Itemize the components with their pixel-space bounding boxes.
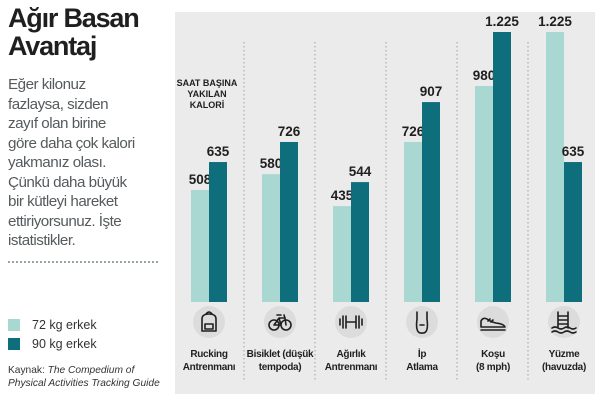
category-label: (8 mph) — [476, 362, 510, 373]
data-label: 1.225 — [485, 14, 519, 29]
category-label: Koşu — [481, 349, 505, 360]
unit-label-line: YAKILAN — [187, 89, 226, 99]
data-label: 726 — [278, 124, 301, 139]
bar-72kg — [191, 190, 209, 302]
bar-90kg — [564, 162, 582, 302]
dotted-divider — [8, 261, 158, 263]
data-label: 508 — [189, 172, 212, 187]
description: Eğer kilonuz fazlaysa, sizden zayıf olan… — [8, 76, 135, 249]
source-title: The Compedium of Physical Activities Tra… — [8, 365, 160, 389]
data-label: 580 — [260, 156, 283, 171]
bar-90kg — [493, 32, 511, 302]
data-label: 544 — [349, 164, 372, 179]
source-prefix: Kaynak: — [8, 365, 48, 376]
bar-72kg — [333, 206, 351, 302]
bar-90kg — [280, 141, 298, 302]
legend-label-72kg: 72 kg erkek — [32, 318, 97, 332]
headline-line-2: Avantaj — [8, 31, 97, 61]
bar-90kg — [422, 102, 440, 302]
category-label: Antrenmanı — [183, 362, 236, 373]
data-label: 726 — [402, 124, 425, 139]
running-shoe-icon — [480, 317, 506, 331]
dumbbell-icon — [339, 315, 363, 329]
bar-72kg — [475, 86, 493, 302]
data-label: 1.225 — [538, 14, 572, 29]
legend-item-90kg: 90 kg erkek — [8, 337, 97, 351]
category-label: Bisiklet (düşük — [247, 349, 314, 360]
swimming-pool-icon — [551, 311, 577, 334]
legend-label-90kg: 90 kg erkek — [32, 337, 97, 351]
data-label: 435 — [331, 188, 354, 203]
backpack-icon — [201, 311, 217, 332]
text-column: Ağır Basan Avantaj Eğer kilonuz fazlaysa… — [0, 0, 170, 400]
bar-90kg — [209, 162, 227, 302]
category-label: Atlama — [406, 362, 438, 373]
headline-line-1: Ağır Basan — [8, 3, 140, 33]
category-label: Antrenmanı — [325, 362, 378, 373]
category-label: Yüzme — [549, 349, 580, 360]
chart-panel — [175, 12, 595, 394]
icon-circle — [193, 306, 225, 338]
legend-swatch-light — [8, 319, 20, 331]
category-label: Ağırlık — [336, 349, 366, 360]
unit-label-line: KALORİ — [190, 100, 225, 110]
icon-circle — [548, 306, 580, 338]
data-label: 980 — [473, 68, 496, 83]
bar-72kg — [546, 32, 564, 302]
category-label: İp — [418, 347, 426, 360]
unit-label-line: SAAT BAŞINA — [177, 78, 238, 88]
data-label: 635 — [562, 144, 585, 159]
source-note: Kaynak: The Compedium of Physical Activi… — [8, 364, 173, 390]
bicycle-icon — [268, 314, 292, 331]
data-label: 907 — [420, 84, 443, 99]
bar-90kg — [351, 182, 369, 302]
headline: Ağır Basan Avantaj — [8, 3, 140, 61]
data-label: 635 — [207, 144, 230, 159]
category-label: (havuzda) — [542, 362, 586, 373]
legend-item-72kg: 72 kg erkek — [8, 318, 97, 332]
bar-72kg — [262, 174, 280, 302]
category-label: Rucking — [190, 349, 228, 360]
jump-rope-icon — [415, 311, 429, 334]
icon-circle — [406, 306, 438, 338]
bar-72kg — [404, 141, 422, 302]
category-label: tempoda) — [259, 362, 302, 373]
legend-swatch-dark — [8, 338, 20, 350]
